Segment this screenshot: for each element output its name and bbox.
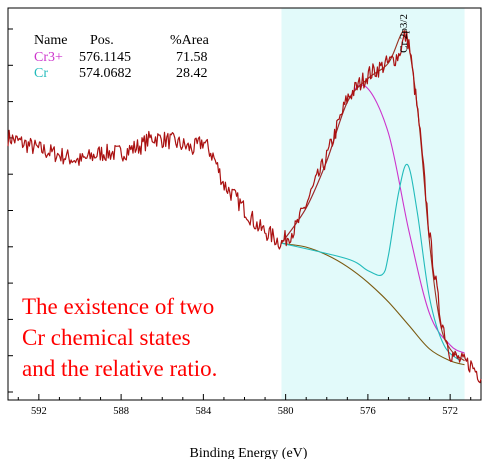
- x-tick-label: 580: [278, 406, 294, 417]
- x-tick-label: 576: [360, 406, 376, 417]
- fit-region-highlight: [281, 8, 465, 400]
- annotation-line: and the relative ratio.: [22, 356, 217, 381]
- x-tick-label: 592: [31, 406, 47, 417]
- x-tick-label: 588: [113, 406, 129, 417]
- x-axis-ticks: 592 588 584 580 576 572: [17, 394, 472, 417]
- table-row-area: 71.58: [176, 50, 208, 65]
- annotation-line: Cr chemical states: [22, 325, 191, 350]
- annotation-line: The existence of two: [22, 294, 214, 319]
- annotation-text: The existence of two Cr chemical states …: [22, 294, 217, 381]
- table-row-name: Cr3+: [34, 50, 63, 65]
- table-header-name: Name: [34, 33, 67, 48]
- component-table: Name Pos. %Area Cr3+ 576.1145 71.58 Cr 5…: [34, 33, 210, 81]
- table-header-area: %Area: [170, 33, 210, 48]
- x-tick-label: 572: [442, 406, 458, 417]
- table-row-name: Cr: [34, 66, 48, 81]
- series-envelope-line: [281, 30, 465, 362]
- x-axis-title: Binding Energy (eV): [190, 446, 308, 459]
- table-row-pos: 576.1145: [79, 50, 131, 65]
- table-header-pos: Pos.: [90, 33, 114, 48]
- table-row-area: 28.42: [176, 66, 208, 81]
- table-row-pos: 574.0682: [79, 66, 132, 81]
- y-axis-ticks: [8, 28, 13, 393]
- peak-label: Cr 2p3/2: [398, 14, 410, 53]
- series-background-line: [281, 242, 465, 366]
- series-layer: [7, 30, 482, 384]
- series-measured-line: [7, 30, 482, 384]
- series-cr-line: [281, 163, 461, 362]
- x-tick-label: 584: [195, 406, 212, 417]
